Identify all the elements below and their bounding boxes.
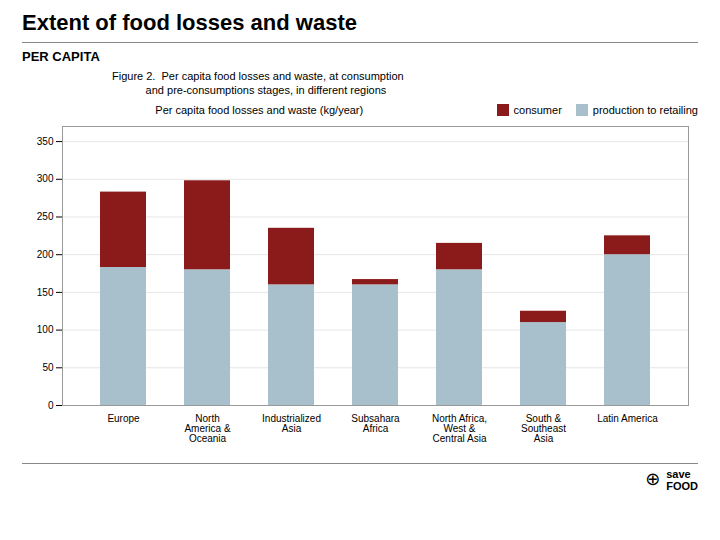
svg-text:SubsaharaAfrica: SubsaharaAfrica — [351, 412, 400, 433]
svg-text:North Africa,West &Central Asi: North Africa,West &Central Asia — [432, 412, 487, 443]
svg-text:South &SoutheastAsia: South &SoutheastAsia — [521, 412, 566, 443]
html-text:Figure 2. Per capita food loss: Figure 2. Per capita food losses and was… — [112, 70, 404, 97]
html-text:consumer: consumer — [513, 103, 562, 116]
html-text:⊕ save FOOD: ⊕ save FOOD — [645, 467, 698, 492]
html-text:production to retailing: production to retailing — [592, 103, 698, 116]
svg-text:Europe: Europe — [107, 412, 140, 423]
svg-text:150: 150 — [37, 286, 54, 297]
svg-text:300: 300 — [37, 173, 54, 184]
svg-text:50: 50 — [42, 362, 54, 373]
html-text:Extent of food losses and wast: Extent of food losses and waste — [22, 10, 357, 35]
html-text:Per capita food losses and was: Per capita food losses and waste (kg/yea… — [155, 103, 364, 116]
svg-text:100: 100 — [37, 324, 54, 335]
svg-text:Latin America: Latin America — [597, 412, 658, 423]
svg-text:0: 0 — [48, 399, 54, 410]
svg-text:200: 200 — [37, 248, 54, 259]
svg-text:NorthAmerica &Oceania: NorthAmerica &Oceania — [184, 412, 230, 443]
svg-text:250: 250 — [37, 211, 54, 222]
svg-text:IndustrializedAsia: IndustrializedAsia — [262, 412, 321, 433]
html-text:PER CAPITA: PER CAPITA — [22, 49, 100, 65]
svg-text:350: 350 — [37, 135, 54, 146]
